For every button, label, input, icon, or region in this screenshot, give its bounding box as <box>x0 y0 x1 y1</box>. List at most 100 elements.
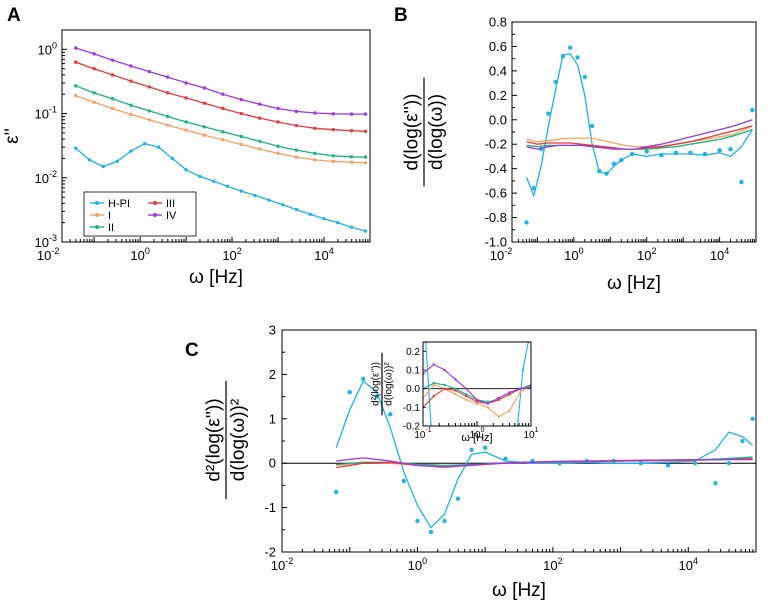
panel-a-series-I-point <box>257 147 262 151</box>
panel-c-ytick-label: 2 <box>269 367 276 382</box>
panel-b-plot-area <box>524 45 755 225</box>
panel-a-series-IV-point <box>110 58 115 62</box>
panel-c-inset-series-I-point <box>497 415 500 418</box>
panel-c-inset-series-H-PI-line <box>425 342 529 426</box>
panel-a-series-IV-line <box>75 47 366 115</box>
panel-c-inset-series-I-point <box>432 383 435 387</box>
panel-c-series-H-PI-point <box>469 447 474 453</box>
panel-b-series-H-PI-point <box>659 153 664 158</box>
panel-c-series-H-PI-point <box>428 529 434 535</box>
panel-a-legend-label: IV <box>166 210 177 222</box>
panel-b-ytick-label: -0.2 <box>485 137 507 152</box>
panel-c-inset-series-I-point <box>454 393 457 396</box>
panel-a-series-II-point <box>349 155 354 159</box>
panel-c-inset-series-III-point <box>497 398 500 402</box>
panel-b-frame <box>511 21 757 243</box>
panel-c-ytick-label: 0 <box>269 456 276 471</box>
panel-a-series-H-PI-point <box>184 168 188 172</box>
panel-a-series-I-point <box>129 112 133 117</box>
panel-a-series-H-PI-point <box>349 225 354 229</box>
panel-a-series-H-PI-point <box>363 229 368 233</box>
panel-a-series-II-point <box>257 139 262 143</box>
panel-a-series-IV-point <box>276 106 280 111</box>
panel-a-series-III-point <box>166 91 170 95</box>
panel-c-inset-series-III-point <box>454 389 457 392</box>
panel-a-series-H-PI-point <box>225 184 230 188</box>
panel-b-series-H-PI-point <box>575 55 580 60</box>
panel-a-legend-marker <box>153 201 157 205</box>
panel-a-series-III-point <box>110 73 115 77</box>
panel-a-series-II-point <box>147 109 152 113</box>
panel-c-inset-series-IV-point <box>475 398 479 402</box>
panel-a-series-H-PI-point <box>115 159 119 164</box>
panel-a-series-IV-point <box>363 112 368 116</box>
panel-c-series-H-PI-point <box>503 456 508 461</box>
panel-a-series-I-point <box>294 155 299 159</box>
panel-c-inset-series-H-PI-point <box>521 368 525 372</box>
panel-a-series-III-point <box>257 116 262 120</box>
panel-a-series-H-PI-point <box>198 174 202 179</box>
panel-b-series-H-PI-point <box>673 150 679 155</box>
panel-a-series-I-point <box>202 133 207 137</box>
panel-a-series-IV-point <box>129 64 133 68</box>
panel-c-inset-plot-area <box>423 342 531 426</box>
panel-c-ytick-label: -2 <box>264 545 276 560</box>
panel-a-series-H-PI-point <box>322 217 326 221</box>
panel-c-inset-series-I-point <box>519 391 522 394</box>
panel-a-series-IV-point <box>221 92 225 96</box>
panel-a-series-II-point <box>313 151 317 156</box>
panel-a-series-H-PI-point <box>143 141 147 146</box>
panel-a-series-H-PI-point <box>101 164 106 169</box>
panel-c-series-H-PI-point <box>665 463 671 468</box>
panel-c-series-H-PI-point <box>401 478 407 484</box>
panel-b-series-H-PI-point <box>688 150 693 155</box>
panel-b-series-H-PI-point <box>531 186 537 191</box>
panel-a-series-III-point <box>294 123 299 128</box>
panel-c-inset-xtick-label: 10-1 <box>414 427 431 441</box>
panel-a-series-III-point <box>239 111 243 116</box>
panel-a-legend-label: III <box>166 198 175 210</box>
panel-a-series-II-point <box>363 155 368 159</box>
panel-a-legend-label: H-PI <box>108 198 130 210</box>
panel-a-xtick-label: 10-2 <box>37 246 59 263</box>
panel-b-series-H-PI-point <box>589 123 595 129</box>
panel-a-legend-label: II <box>108 222 114 234</box>
panel-c-inset-series-IV-point <box>432 363 435 366</box>
panel-a-series-IV-point <box>202 86 207 90</box>
panel-a-xtick-label: 100 <box>130 246 149 263</box>
panel-c-ytick-label: -1 <box>264 500 276 515</box>
panel-a-series-II-point <box>184 120 188 124</box>
panel-a-series-H-PI-point <box>280 203 285 207</box>
panel-b-ytick-label: 0.0 <box>489 112 507 127</box>
panel-c-inset-ytick-label: 0.0 <box>406 384 420 395</box>
panel-c-inset-series-IV-point <box>454 378 457 381</box>
panel-a-legend-marker <box>153 213 157 217</box>
panel-a-series-I-point <box>363 160 368 165</box>
panel-c-inset-series-II-point <box>486 400 489 403</box>
panel-a-legend <box>83 191 197 237</box>
panel-a-series-IV-point <box>294 109 299 114</box>
panel-b-series-H-PI-point <box>604 171 609 176</box>
panel-b-series-H-PI-line <box>525 53 753 198</box>
panel-c-inset-series-II-point <box>443 383 446 387</box>
panel-a-series-III-point <box>349 129 354 133</box>
panel-c-inset-series-IV-point <box>508 391 511 394</box>
panel-c-inset-series-I-point <box>486 406 489 409</box>
panel-a-frame <box>61 29 371 243</box>
panel-a-series-II-line <box>75 85 366 158</box>
panel-a-series-I-point <box>239 142 243 147</box>
panel-c-series-H-PI-point <box>388 412 393 417</box>
panel-a-series-III-point <box>363 129 368 133</box>
panel-c-inset-series-IV-point <box>443 368 446 372</box>
panel-a-series-I-point <box>166 123 170 127</box>
panel-c-inset-ylabel: d²(log(ε'')) d(log(ω))² <box>371 352 395 416</box>
panel-a-series-H-PI-point <box>170 156 174 161</box>
panel-a-series-II-point <box>239 134 243 139</box>
panel-b-series-H-PI-point <box>629 151 635 157</box>
panel-a-series-IV-point <box>166 75 170 79</box>
panel-b-series-H-PI-point <box>619 157 624 163</box>
panel-c-inset-ytick-label: -0.1 <box>403 403 421 414</box>
panel-a-ylabel: ε'' <box>2 128 23 144</box>
panel-a-series-I-point <box>276 151 280 156</box>
